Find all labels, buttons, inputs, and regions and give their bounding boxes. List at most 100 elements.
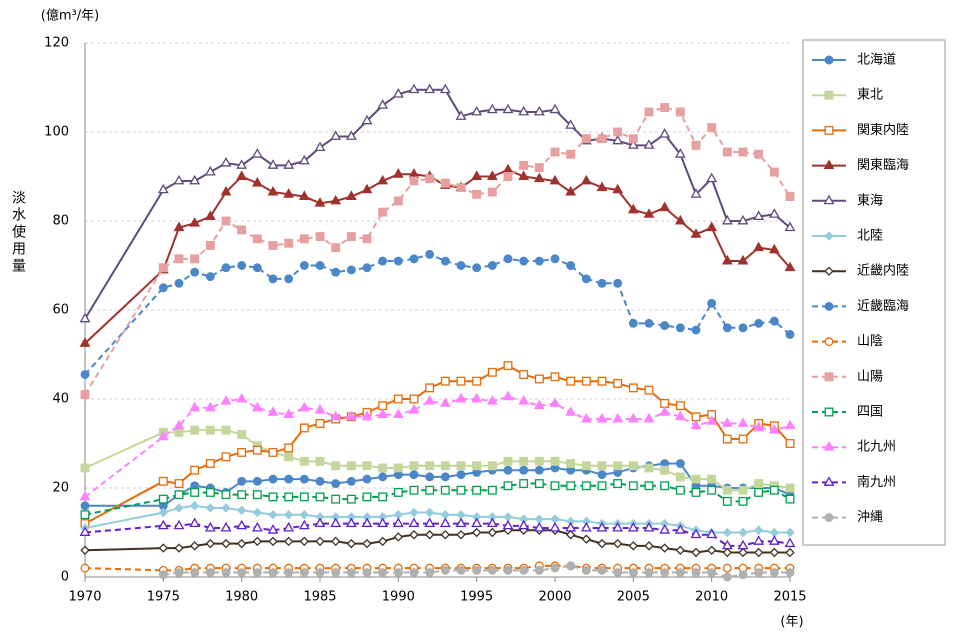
marker (284, 492, 294, 502)
marker (251, 521, 263, 532)
marker (456, 461, 466, 471)
y-tick-label: 0 (61, 570, 69, 585)
marker (393, 509, 404, 520)
marker (753, 421, 765, 432)
marker (738, 485, 748, 495)
marker (424, 517, 436, 528)
marker (409, 507, 419, 518)
marker (597, 565, 607, 575)
marker (315, 261, 325, 270)
marker (345, 190, 357, 200)
marker (425, 383, 435, 393)
marker (79, 312, 91, 323)
marker (690, 419, 702, 430)
marker (643, 412, 655, 423)
marker (550, 147, 560, 157)
marker (174, 490, 184, 500)
marker (189, 501, 200, 511)
marker (331, 568, 341, 577)
x-tick-label: 1970 (68, 590, 101, 605)
marker (550, 254, 560, 264)
marker (533, 105, 545, 116)
legend-label: 北九州 (857, 440, 896, 455)
marker (690, 188, 702, 198)
legend-marker (824, 372, 834, 382)
marker (738, 570, 748, 580)
marker (236, 538, 247, 549)
marker (722, 547, 733, 558)
marker (597, 481, 607, 491)
legend-marker (824, 407, 834, 417)
marker (237, 430, 247, 440)
marker (612, 412, 624, 423)
marker (768, 243, 780, 254)
marker (204, 521, 216, 532)
marker (612, 538, 623, 549)
legend-label: 近畿臨海 (857, 299, 909, 314)
legend-marker (824, 90, 834, 100)
marker (283, 188, 295, 198)
marker (503, 456, 513, 466)
marker (597, 470, 607, 480)
marker (644, 318, 654, 328)
marker (785, 547, 795, 558)
marker (487, 485, 497, 495)
marker (267, 406, 279, 416)
marker (628, 568, 638, 577)
marker (706, 172, 718, 183)
marker (581, 534, 592, 544)
series-line (84, 504, 790, 534)
marker (408, 404, 420, 414)
marker (80, 370, 90, 379)
marker (456, 565, 466, 575)
marker (345, 517, 357, 528)
marker (362, 263, 372, 273)
marker (503, 565, 513, 575)
marker (502, 163, 514, 174)
y-tick-label: 20 (52, 481, 69, 496)
marker (722, 434, 732, 444)
marker (220, 521, 232, 532)
marker (472, 376, 482, 386)
marker (331, 267, 341, 277)
marker (330, 410, 342, 421)
marker (315, 456, 325, 466)
marker (378, 492, 388, 502)
marker (299, 509, 310, 520)
marker (298, 519, 310, 530)
marker (157, 183, 169, 194)
marker (392, 168, 404, 178)
marker (205, 241, 215, 250)
y-tick-label: 100 (44, 125, 69, 140)
marker (315, 492, 325, 502)
marker (613, 127, 623, 137)
marker (502, 390, 514, 401)
marker (331, 479, 341, 488)
marker (596, 521, 608, 532)
marker (237, 225, 247, 235)
series-line (84, 106, 791, 396)
marker (440, 530, 451, 540)
marker (221, 263, 231, 273)
marker (190, 254, 200, 264)
marker (362, 474, 372, 484)
marker (456, 509, 466, 520)
marker (267, 524, 279, 534)
marker (472, 189, 482, 199)
marker (393, 463, 403, 473)
marker (408, 517, 420, 528)
marker (268, 492, 278, 502)
marker (299, 568, 309, 577)
marker (425, 174, 435, 184)
marker (361, 114, 373, 125)
marker (157, 430, 169, 441)
marker (707, 474, 717, 484)
marker (581, 565, 591, 575)
marker (753, 210, 765, 221)
marker (361, 517, 373, 528)
marker (361, 183, 373, 194)
marker (237, 490, 247, 500)
legend-marker (824, 337, 834, 347)
marker (675, 545, 686, 556)
marker (315, 536, 325, 547)
